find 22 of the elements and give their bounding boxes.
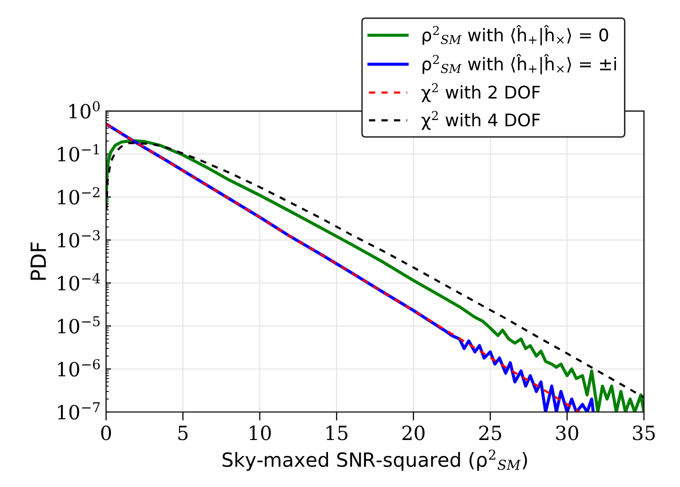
y-tick-label: 10$^{−1}$ <box>58 144 99 162</box>
y-axis-title: PDF <box>30 242 46 280</box>
y-tick-label: 10$^{−7}$ <box>58 402 100 420</box>
y-tick-label: 10$^{0}$ <box>69 101 100 119</box>
x-tick-label: 25 <box>479 426 502 440</box>
legend-label: ρ$^{2}$$_{SM}$ with ⟨ĥ$_{+}$|ĥ$_{×}$⟩ = 0 <box>422 25 608 46</box>
legend-label: χ$^{2}$ with 4 DOF <box>422 110 540 130</box>
x-tick-label: 10 <box>250 426 271 440</box>
x-tick-label: 15 <box>326 426 348 440</box>
y-tick-label: 10$^{−3}$ <box>58 230 100 248</box>
legend-label: ρ$^{2}$$_{SM}$ with ⟨ĥ$_{+}$|ĥ$_{×}$⟩ = ±i <box>422 54 616 74</box>
x-tick-label: 0 <box>101 426 111 440</box>
x-tick-label: 35 <box>633 426 655 440</box>
y-tick-label: 10$^{−4}$ <box>58 273 100 291</box>
x-tick-label: 5 <box>178 426 188 440</box>
legend-label: χ$^{2}$ with 2 DOF <box>422 83 540 102</box>
y-tick-label: 10$^{−2}$ <box>58 187 100 205</box>
y-tick-label: 10$^{−6}$ <box>58 359 100 377</box>
x-tick-label: 30 <box>556 426 578 440</box>
y-tick-label: 10$^{−5}$ <box>58 316 100 334</box>
x-axis-title: Sky-maxed SNR-squared (ρ$^{2}$$_{SM}$) <box>222 450 527 471</box>
x-tick-label: 20 <box>402 426 425 440</box>
